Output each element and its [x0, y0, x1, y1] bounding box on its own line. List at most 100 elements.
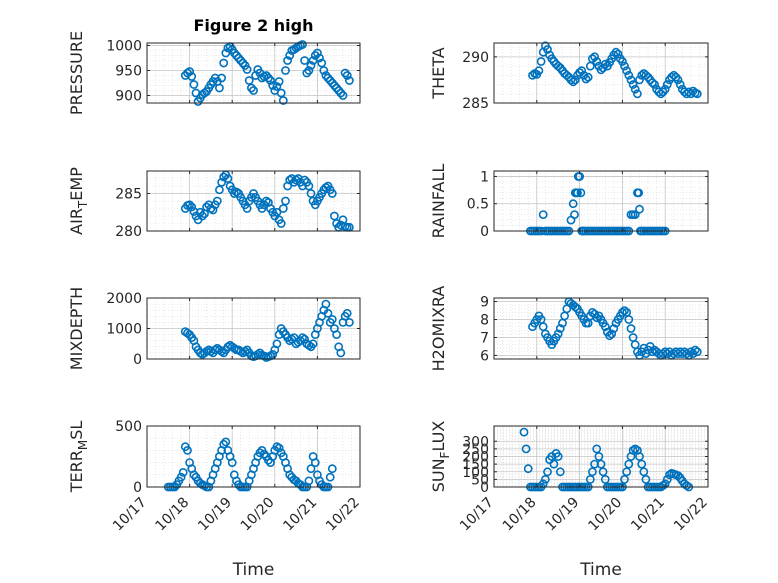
data-point [302, 68, 312, 78]
subplot-pressure: 900 950 1000 PRESSURE Figure 2 high [67, 16, 361, 115]
data-point [583, 72, 593, 82]
data-point [272, 82, 282, 91]
y-axis-label-subscript: T [76, 200, 90, 209]
data-point [344, 76, 354, 85]
data-point [315, 53, 324, 63]
y-tick-label: 150 [462, 457, 489, 473]
data-point [221, 48, 231, 58]
data-point [650, 80, 659, 89]
y-axis-label: MIXDEPTH [67, 287, 86, 370]
data-point [259, 449, 269, 459]
y-tick-label: 200 [462, 450, 489, 466]
data-point [675, 80, 685, 89]
y-axis-label-subscript: M [76, 440, 90, 450]
data-point [594, 452, 604, 461]
y-tick-label: 0 [480, 224, 489, 240]
data-point [276, 88, 286, 98]
data-point [344, 317, 354, 327]
data-point [255, 448, 265, 458]
data-point [588, 467, 597, 477]
data-point [304, 181, 314, 191]
data-point [630, 84, 640, 94]
y-tick-label: 8 [480, 313, 489, 329]
data-point [232, 51, 241, 60]
tick-marks [146, 43, 361, 103]
tick-marks [493, 426, 709, 488]
data-point [219, 172, 229, 182]
data-point [281, 196, 290, 206]
data-point [197, 211, 207, 221]
data-point [325, 472, 335, 482]
data-point [327, 189, 337, 198]
data-point [656, 89, 666, 99]
subplot-mixdepth: 0 1000 2000 MIXDEPTH [67, 287, 361, 370]
data-point [221, 437, 231, 447]
tick-marks [146, 297, 361, 360]
data-point [283, 56, 292, 65]
data-point [620, 474, 629, 484]
y-tick-label: 9 [480, 295, 489, 311]
data-point [658, 481, 668, 490]
data-point [329, 211, 339, 221]
data-point [549, 459, 559, 469]
data-point [624, 70, 634, 80]
data-point [219, 58, 229, 68]
data-point [304, 476, 314, 486]
data-point [306, 189, 316, 198]
data-point [321, 299, 331, 309]
data-point [281, 66, 290, 75]
subplot-rainfall: 0 0.5 1 RAINFALL [429, 164, 709, 240]
data-point [523, 464, 533, 474]
data-point [319, 66, 329, 75]
data-point [274, 77, 284, 86]
y-tick-label: 0.5 [467, 197, 489, 213]
y-axis-label-main: SUN [429, 458, 448, 492]
data-point [306, 464, 316, 474]
y-axis-label-tail: LUX [429, 421, 448, 452]
data-series [180, 40, 354, 106]
data-point [323, 308, 333, 318]
tick-marks [146, 425, 361, 488]
data-point [570, 75, 580, 85]
data-point [227, 458, 237, 467]
data-point [690, 345, 700, 355]
y-tick-label: 0 [133, 352, 142, 368]
data-series [180, 299, 354, 362]
y-tick-label: 6 [480, 348, 489, 364]
plot-area [494, 171, 708, 231]
data-point [327, 314, 337, 324]
y-tick-label: 300 [462, 434, 489, 450]
data-point [300, 56, 309, 65]
data-point [325, 76, 335, 85]
data-point [189, 470, 199, 480]
data-point [630, 210, 640, 219]
chart-title: Figure 2 high [194, 16, 314, 35]
data-point [217, 177, 226, 187]
data-point [185, 67, 194, 76]
y-tick-label: 1000 [106, 39, 142, 55]
data-point [577, 66, 587, 76]
data-point [312, 48, 322, 58]
data-series [528, 41, 702, 99]
data-point [609, 324, 619, 333]
data-point [342, 308, 352, 318]
y-axis-label-tail: EMP [67, 167, 86, 201]
x-axis-label: Time [579, 560, 622, 580]
data-point [673, 75, 683, 85]
y-tick-label: 7 [480, 330, 489, 346]
axes-box [493, 42, 709, 104]
data-point [641, 70, 651, 80]
data-point [272, 339, 282, 349]
data-point [519, 427, 529, 437]
data-point [332, 83, 341, 93]
data-point [223, 174, 233, 183]
data-point [553, 452, 563, 461]
data-point [553, 329, 563, 339]
data-point [634, 188, 644, 198]
data-point [662, 80, 672, 89]
data-point [187, 202, 197, 212]
data-point [555, 324, 565, 333]
y-tick-label: 500 [115, 419, 142, 435]
data-point [605, 331, 614, 341]
data-point [310, 458, 320, 467]
